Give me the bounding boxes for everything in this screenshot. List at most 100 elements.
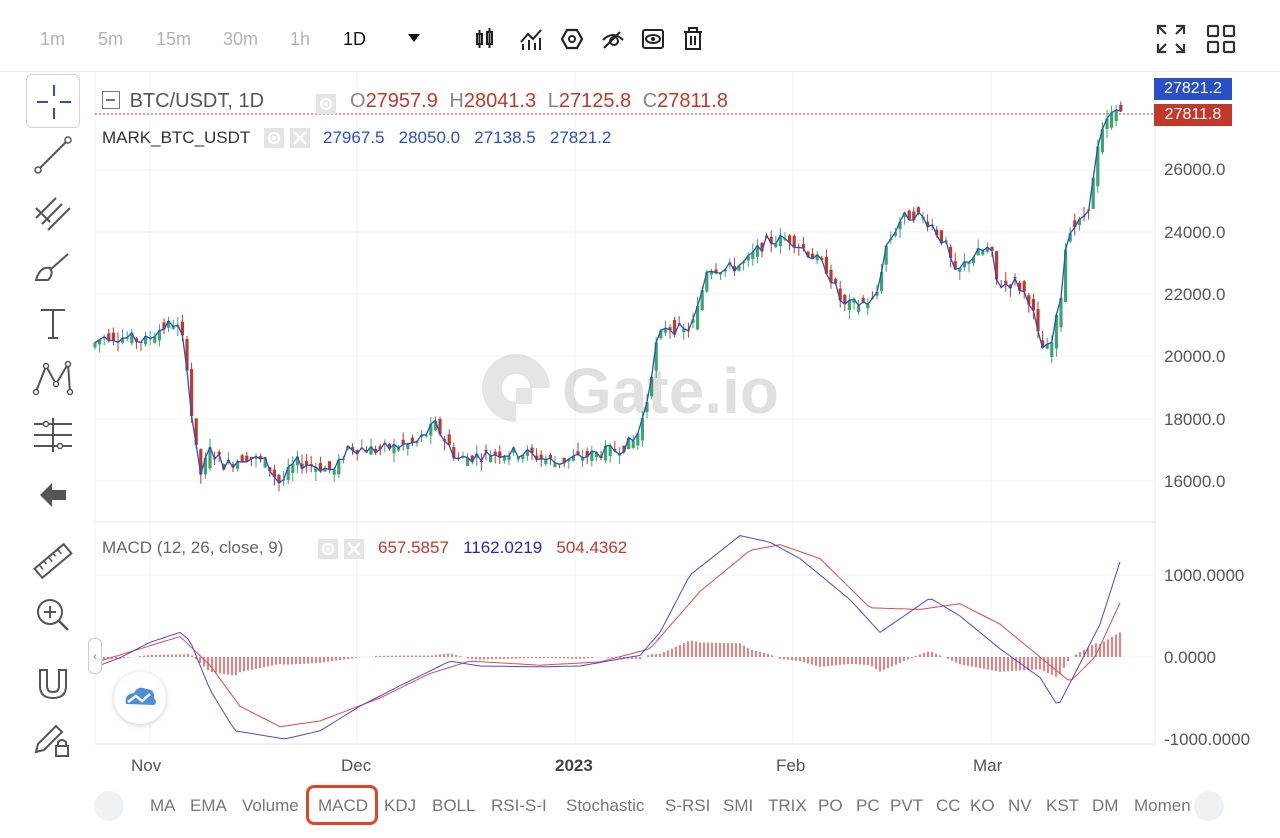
open-value: 27957.9	[365, 90, 438, 112]
indicator-ko[interactable]: KO	[970, 796, 995, 815]
crosshair-icon[interactable]	[26, 74, 80, 128]
indicator-kst[interactable]: KST	[1046, 796, 1080, 815]
candle-body	[719, 272, 723, 275]
fib-icon[interactable]	[26, 184, 80, 238]
candle-body	[990, 246, 994, 251]
indicator-rsi-s-i[interactable]: RSI-S-I	[491, 796, 547, 815]
candle-body	[811, 253, 815, 259]
indicator-s-rsi[interactable]: S-RSI	[665, 796, 711, 815]
timeframe-1h[interactable]: 1h	[290, 29, 311, 49]
zoom-in-icon[interactable]	[26, 588, 80, 642]
candle-body	[153, 336, 157, 343]
timeframe-15m[interactable]: 15m	[156, 29, 192, 49]
gear-icon[interactable]	[318, 539, 338, 559]
trash-icon[interactable]	[681, 26, 705, 52]
timeframe-1m[interactable]: 1m	[40, 29, 66, 49]
layout-grid-icon[interactable]	[1206, 24, 1236, 59]
cloud-badge[interactable]	[114, 672, 166, 724]
scroll-left-button[interactable]	[94, 791, 124, 821]
indicator-momen[interactable]: Momen	[1134, 796, 1191, 815]
candle-body	[723, 269, 727, 272]
indicator-po[interactable]: PO	[818, 796, 843, 815]
candlestick-icon[interactable]	[473, 26, 497, 52]
candle-body	[1105, 118, 1109, 130]
brush-icon[interactable]	[26, 240, 80, 294]
pattern-icon[interactable]	[26, 352, 80, 406]
magnet-icon[interactable]	[26, 656, 80, 710]
gear-icon[interactable]	[316, 94, 336, 114]
hide-drawings-icon[interactable]	[601, 26, 625, 52]
candle-body	[190, 369, 194, 417]
lock-pencil-icon[interactable]	[26, 712, 80, 766]
timeframe-1d[interactable]: 1D	[343, 29, 367, 49]
candle-body	[530, 447, 534, 453]
mark-legend-values: 27967.5 28050.0 27138.5 27821.2	[323, 128, 611, 148]
candle-body	[406, 443, 410, 450]
candle-body	[958, 268, 962, 272]
candle-body	[401, 439, 405, 445]
candle-body	[962, 261, 966, 268]
candle-body	[636, 433, 640, 446]
eye-icon[interactable]	[641, 26, 665, 52]
candle-body	[1050, 342, 1054, 358]
candle-body	[1114, 109, 1118, 122]
close-icon[interactable]	[290, 128, 310, 148]
indicator-ema[interactable]: EMA	[190, 796, 227, 815]
candle-body	[926, 221, 930, 227]
trend-line-icon[interactable]	[26, 128, 80, 182]
signal-line	[99, 544, 1121, 728]
chart-area[interactable]: BTC/USDT, 1D O27957.9 H28041.3 L27125.8 …	[0, 72, 1280, 782]
indicator-trix[interactable]: TRIX	[768, 796, 807, 815]
candle-body	[521, 455, 525, 460]
candle-body	[245, 455, 249, 462]
collapse-icon[interactable]	[102, 91, 120, 109]
candle-body	[769, 236, 773, 244]
ruler-icon[interactable]	[26, 534, 80, 588]
indicator-macd[interactable]: MACD	[318, 796, 369, 815]
indicator-pc[interactable]: PC	[856, 796, 880, 815]
candle-body	[645, 401, 649, 412]
indicator-dm[interactable]: DM	[1092, 796, 1119, 815]
drawing-toolbar	[0, 72, 82, 772]
candle-body	[843, 294, 847, 305]
candle-body	[369, 446, 373, 455]
back-arrow-icon[interactable]	[26, 468, 80, 522]
indicator-icon[interactable]	[519, 26, 543, 52]
indicator-kdj[interactable]: KDJ	[384, 796, 417, 815]
fullscreen-icon[interactable]	[1156, 24, 1186, 59]
caret-down-icon[interactable]	[406, 31, 422, 50]
settings-hexagon-icon[interactable]	[560, 26, 584, 52]
text-icon[interactable]	[26, 296, 80, 350]
collapse-panel-button[interactable]: ‹	[88, 638, 102, 674]
indicator-stochastic[interactable]: Stochastic	[566, 796, 645, 815]
timeframe-5m[interactable]: 5m	[98, 29, 124, 49]
gear-icon[interactable]	[264, 128, 284, 148]
candle-body	[171, 326, 175, 329]
candle-body	[199, 449, 203, 475]
indicator-ma[interactable]: MA	[150, 796, 176, 815]
candle-body	[613, 448, 617, 452]
chart-canvas[interactable]	[0, 72, 1280, 782]
candle-body	[659, 330, 663, 339]
indicator-pvt[interactable]: PVT	[890, 796, 924, 815]
measure-lines-icon[interactable]	[26, 408, 80, 462]
indicator-smi[interactable]: SMI	[723, 796, 754, 815]
candle-body	[1091, 178, 1095, 209]
indicator-nv[interactable]: NV	[1008, 796, 1032, 815]
timeframe-30m[interactable]: 30m	[223, 29, 259, 49]
candle-body	[351, 447, 355, 451]
candle-body	[778, 235, 782, 247]
candle-body	[1077, 219, 1081, 225]
indicator-boll[interactable]: BOLL	[432, 796, 476, 815]
macd-line-value: 1162.0219	[463, 538, 543, 557]
candle-body	[507, 456, 511, 460]
candle-body	[337, 459, 341, 475]
scroll-right-button[interactable]	[1194, 791, 1224, 821]
indicator-cc[interactable]: CC	[936, 796, 961, 815]
indicator-volume[interactable]: Volume	[242, 796, 299, 815]
top-toolbar: 1m 5m 15m 30m 1h 1D	[0, 0, 1280, 72]
candle-body	[544, 459, 548, 465]
candle-body	[875, 292, 879, 296]
close-icon[interactable]	[344, 539, 364, 559]
symbol-label: BTC/USDT, 1D	[129, 90, 265, 112]
